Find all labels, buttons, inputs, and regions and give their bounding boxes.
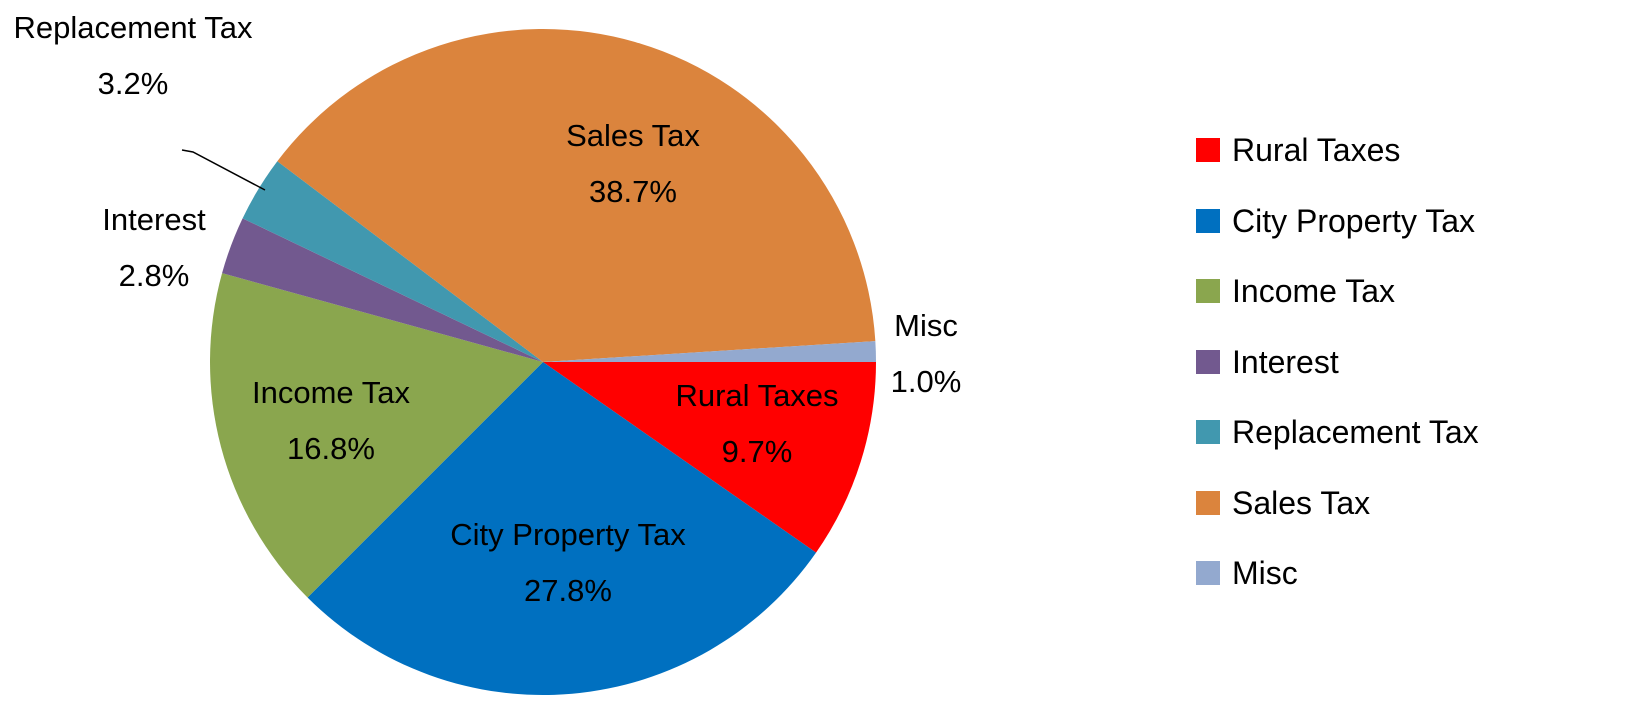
legend-label: Misc: [1232, 555, 1298, 591]
pie-slice: [543, 341, 876, 362]
legend-swatch: [1196, 490, 1220, 515]
data-label-name: Replacement Tax: [13, 10, 253, 45]
legend-label: Interest: [1232, 343, 1339, 380]
data-label: Misc 1.0%: [871, 298, 981, 410]
data-label-value: 38.7%: [589, 174, 677, 209]
data-label-value: 3.2%: [97, 66, 169, 101]
legend-label: City Property Tax: [1232, 202, 1476, 239]
legend-label: Sales Tax: [1232, 484, 1371, 521]
legend-label: Rural Taxes: [1232, 132, 1401, 168]
legend-swatch: [1196, 561, 1220, 585]
data-label-name: Income Tax: [252, 375, 410, 410]
pie-slice: [242, 161, 543, 362]
legend-label: Replacement Tax: [1232, 414, 1479, 450]
data-label: Replacement Tax 3.2%: [8, 0, 258, 112]
data-label-value: 16.8%: [287, 431, 375, 466]
pie-slice: [222, 218, 543, 362]
data-label-value: 9.7%: [721, 434, 793, 469]
legend-swatch: [1196, 138, 1220, 162]
legend-label: Income Tax: [1232, 273, 1396, 309]
data-label-value: 1.0%: [890, 364, 962, 399]
data-label-value: 2.8%: [118, 258, 190, 293]
data-label: Income Tax 16.8%: [211, 365, 451, 477]
legend-swatch: [1196, 420, 1220, 444]
data-label-name: Sales Tax: [566, 118, 700, 153]
data-label: City Property Tax 27.8%: [433, 507, 703, 619]
legend-swatch: [1196, 349, 1220, 374]
data-label-name: Rural Taxes: [675, 378, 839, 413]
data-label: Sales Tax 38.7%: [523, 108, 743, 220]
pie-slice: [543, 362, 877, 553]
data-label-name: City Property Tax: [450, 517, 686, 552]
pie-slice: [307, 362, 817, 695]
pie-slice: [277, 28, 876, 362]
data-label-value: 27.8%: [524, 573, 612, 608]
data-label: Interest 2.8%: [64, 192, 244, 304]
legend-swatch: [1196, 279, 1220, 303]
data-label-name: Interest: [102, 202, 206, 237]
leader-line: [181, 149, 266, 191]
pie-slice: [210, 273, 544, 598]
legend-swatch: [1196, 208, 1220, 233]
data-label-name: Misc: [894, 308, 958, 343]
data-label: Rural Taxes 9.7%: [642, 368, 872, 480]
